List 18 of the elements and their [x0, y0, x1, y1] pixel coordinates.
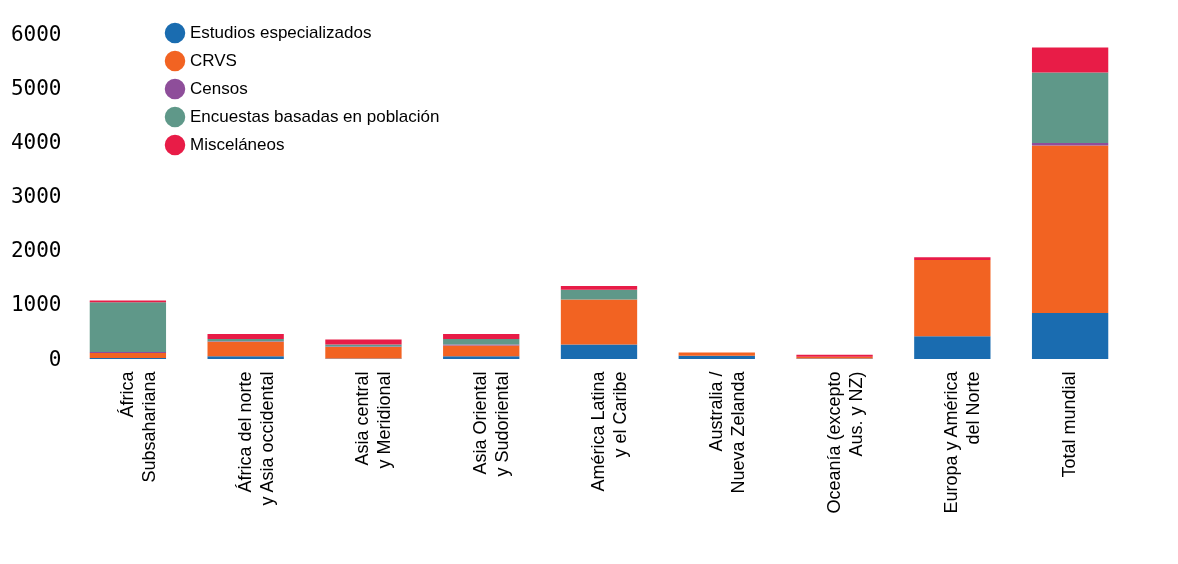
legend-label: Estudios especializados [190, 23, 372, 42]
y-tick-label: 6000 [10, 21, 62, 46]
y-tick-label: 0 [48, 346, 62, 371]
x-tick-label: Total mundial [1059, 371, 1080, 478]
y-tick-label: 1000 [10, 292, 62, 317]
legend-label: Misceláneos [190, 135, 285, 154]
x-tick-label: Europa y América del Norte [941, 370, 984, 514]
y-tick-label: 2000 [10, 238, 62, 263]
legend-label: Encuestas basadas en población [190, 107, 440, 126]
y-tick-label: 4000 [10, 129, 62, 154]
legend-label: CRVS [190, 51, 237, 70]
x-tick-label: América Latina y el Caribe [588, 370, 630, 492]
legend-label: Censos [190, 79, 248, 98]
x-tick-label: África del norte y Asia occidental [234, 371, 277, 506]
y-tick-label: 5000 [10, 75, 62, 100]
y-tick-label: 3000 [10, 184, 62, 208]
x-tick-label: África Subsahariana [116, 370, 159, 483]
x-tick-label: Oceanía (excepto Aus. y NZ) [823, 371, 866, 514]
